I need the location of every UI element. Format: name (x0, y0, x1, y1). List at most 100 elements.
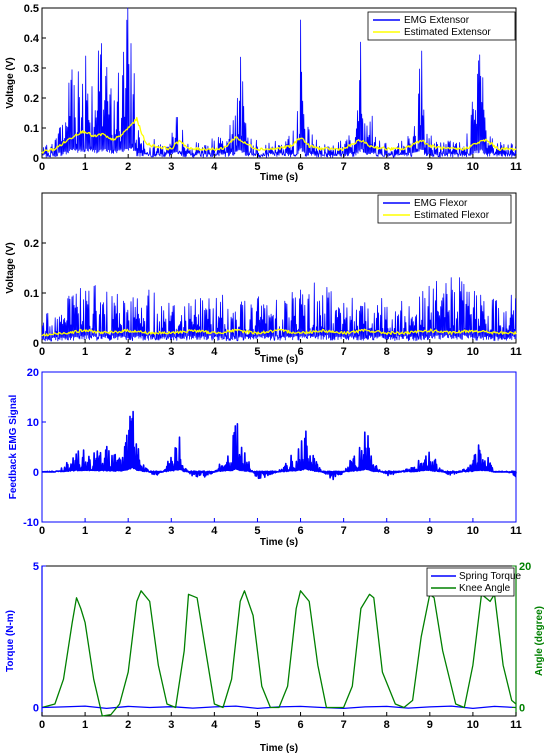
y-axis-right-label-4: Angle (degree) (534, 606, 545, 676)
y-tick-label: 10 (27, 417, 39, 429)
series-line-emg-extensor (41, 7, 517, 158)
series-line-signal (41, 410, 517, 481)
legend-4: Spring Torque Knee Angle (426, 567, 522, 597)
series-group-4 (41, 590, 517, 717)
x-axis-label-3: Time (s) (260, 537, 298, 548)
x-tick-label: 0 (39, 525, 45, 537)
plot-area-3 (41, 371, 517, 523)
y-tick-label: 0 (33, 153, 39, 165)
x-tick-label: 5 (254, 161, 260, 173)
x-tick-label: 4 (211, 346, 218, 358)
x-tick-label: 8 (384, 719, 390, 731)
x-tick-label: 3 (168, 719, 174, 731)
x-tick-label: 6 (297, 719, 303, 731)
x-tick-label: 7 (341, 525, 347, 537)
y-tick-label: 0 (33, 467, 39, 479)
y-axis-label-1: Voltage (V) (5, 57, 16, 108)
y-right-tick-label: 0 (519, 703, 525, 715)
y-tick-label: 0.2 (24, 93, 39, 105)
x-tick-label: 2 (125, 719, 131, 731)
x-tick-label: 10 (467, 525, 479, 537)
x-tick-label: 11 (510, 525, 522, 537)
x-tick-label: 7 (341, 346, 347, 358)
y-axis-label-3: Feedback EMG Signal (8, 395, 19, 500)
x-tick-label: 2 (125, 161, 131, 173)
x-tick-label: 9 (427, 719, 433, 731)
x-tick-label: 2 (125, 346, 131, 358)
x-tick-label: 0 (39, 346, 45, 358)
x-tick-label: 3 (168, 161, 174, 173)
x-tick-label: 0 (39, 719, 45, 731)
x-tick-label: 7 (341, 719, 347, 731)
x-tick-label: 5 (254, 346, 260, 358)
legend-label-estimated-flexor: Estimated Flexor (414, 210, 490, 221)
y-tick-label: 0.1 (24, 123, 39, 135)
y-tick-label: 5 (33, 561, 39, 573)
legend-box-2 (377, 194, 512, 224)
x-tick-label: 1 (82, 525, 88, 537)
chart-panel-2: 0 1 2 3 4 5 6 7 8 9 10 11 0 0.1 0.2 Time (s) Voltage (… (5, 192, 522, 365)
legend-label-knee-angle: Knee Angle (459, 583, 511, 594)
x-tick-label: 11 (510, 346, 522, 358)
legend-label-emg-extensor: EMG Extensor (404, 15, 470, 26)
x-tick-label: 11 (510, 161, 522, 173)
x-tick-label: 8 (384, 161, 390, 173)
y-tick-label: 0.1 (24, 288, 39, 300)
x-tick-label: 10 (467, 346, 479, 358)
legend-box-1 (367, 11, 516, 41)
x-tick-label: 0 (39, 161, 45, 173)
x-tick-label: 8 (384, 346, 390, 358)
chart-panel-4: 0 1 2 3 4 5 6 7 8 9 10 11 0 5 0 20 Time (s) Torque (N-m… (5, 561, 545, 754)
x-tick-label: 9 (427, 161, 433, 173)
series-line-estimated-extensor (41, 116, 517, 154)
x-tick-label: 8 (384, 525, 390, 537)
x-tick-label: 4 (211, 161, 218, 173)
x-tick-label: 4 (211, 525, 218, 537)
x-tick-label: 10 (467, 161, 479, 173)
series-group-1 (41, 7, 517, 158)
x-tick-label: 1 (82, 346, 88, 358)
x-tick-label: 11 (510, 719, 522, 731)
x-tick-label: 6 (297, 346, 303, 358)
series-group-2 (41, 277, 517, 342)
y-tick-label: 0 (33, 703, 39, 715)
legend-2: EMG Flexor Estimated Flexor (377, 194, 512, 224)
x-tick-label: 9 (427, 525, 433, 537)
x-tick-label: 4 (211, 719, 218, 731)
series-line-emg-flexor (41, 277, 517, 342)
x-tick-label: 5 (254, 719, 260, 731)
legend-label-estimated-extensor: Estimated Extensor (404, 27, 491, 38)
x-axis-label-4: Time (s) (260, 743, 298, 754)
y-axis-label-4: Torque (N-m) (5, 610, 16, 672)
y-tick-label: 0.4 (24, 33, 40, 45)
x-tick-label: 9 (427, 346, 433, 358)
series-line-knee-angle (41, 590, 517, 717)
ticks-4: 0 1 2 3 4 5 6 7 8 9 10 11 0 5 0 20 (33, 561, 531, 731)
x-tick-label: 6 (297, 161, 303, 173)
ticks-1: 0 1 2 3 4 5 6 7 8 9 10 11 0 0.1 0.2 0.3 0.4 0.5 (24, 3, 522, 173)
y-tick-label: -10 (23, 517, 39, 529)
y-tick-label: 0 (33, 338, 39, 350)
legend-label-emg-flexor: EMG Flexor (414, 198, 468, 209)
x-tick-label: 2 (125, 525, 131, 537)
y-right-tick-label: 20 (519, 561, 531, 573)
y-tick-label: 0.2 (24, 238, 39, 250)
ticks-2: 0 1 2 3 4 5 6 7 8 9 10 11 0 0.1 0.2 (24, 238, 522, 358)
x-axis-label-1: Time (s) (260, 172, 298, 183)
series-group-3 (41, 410, 517, 481)
x-tick-label: 5 (254, 525, 260, 537)
y-tick-label: 20 (27, 367, 39, 379)
series-line-estimated-flexor (41, 328, 517, 337)
x-axis-label-2: Time (s) (260, 354, 298, 365)
x-tick-label: 1 (82, 161, 88, 173)
y-tick-label: 0.3 (24, 63, 39, 75)
x-tick-label: 7 (341, 161, 347, 173)
y-axis-label-2: Voltage (V) (5, 242, 16, 293)
x-tick-label: 6 (297, 525, 303, 537)
x-tick-label: 3 (168, 346, 174, 358)
legend-1: EMG Extensor Estimated Extensor (367, 11, 516, 41)
x-tick-label: 3 (168, 525, 174, 537)
